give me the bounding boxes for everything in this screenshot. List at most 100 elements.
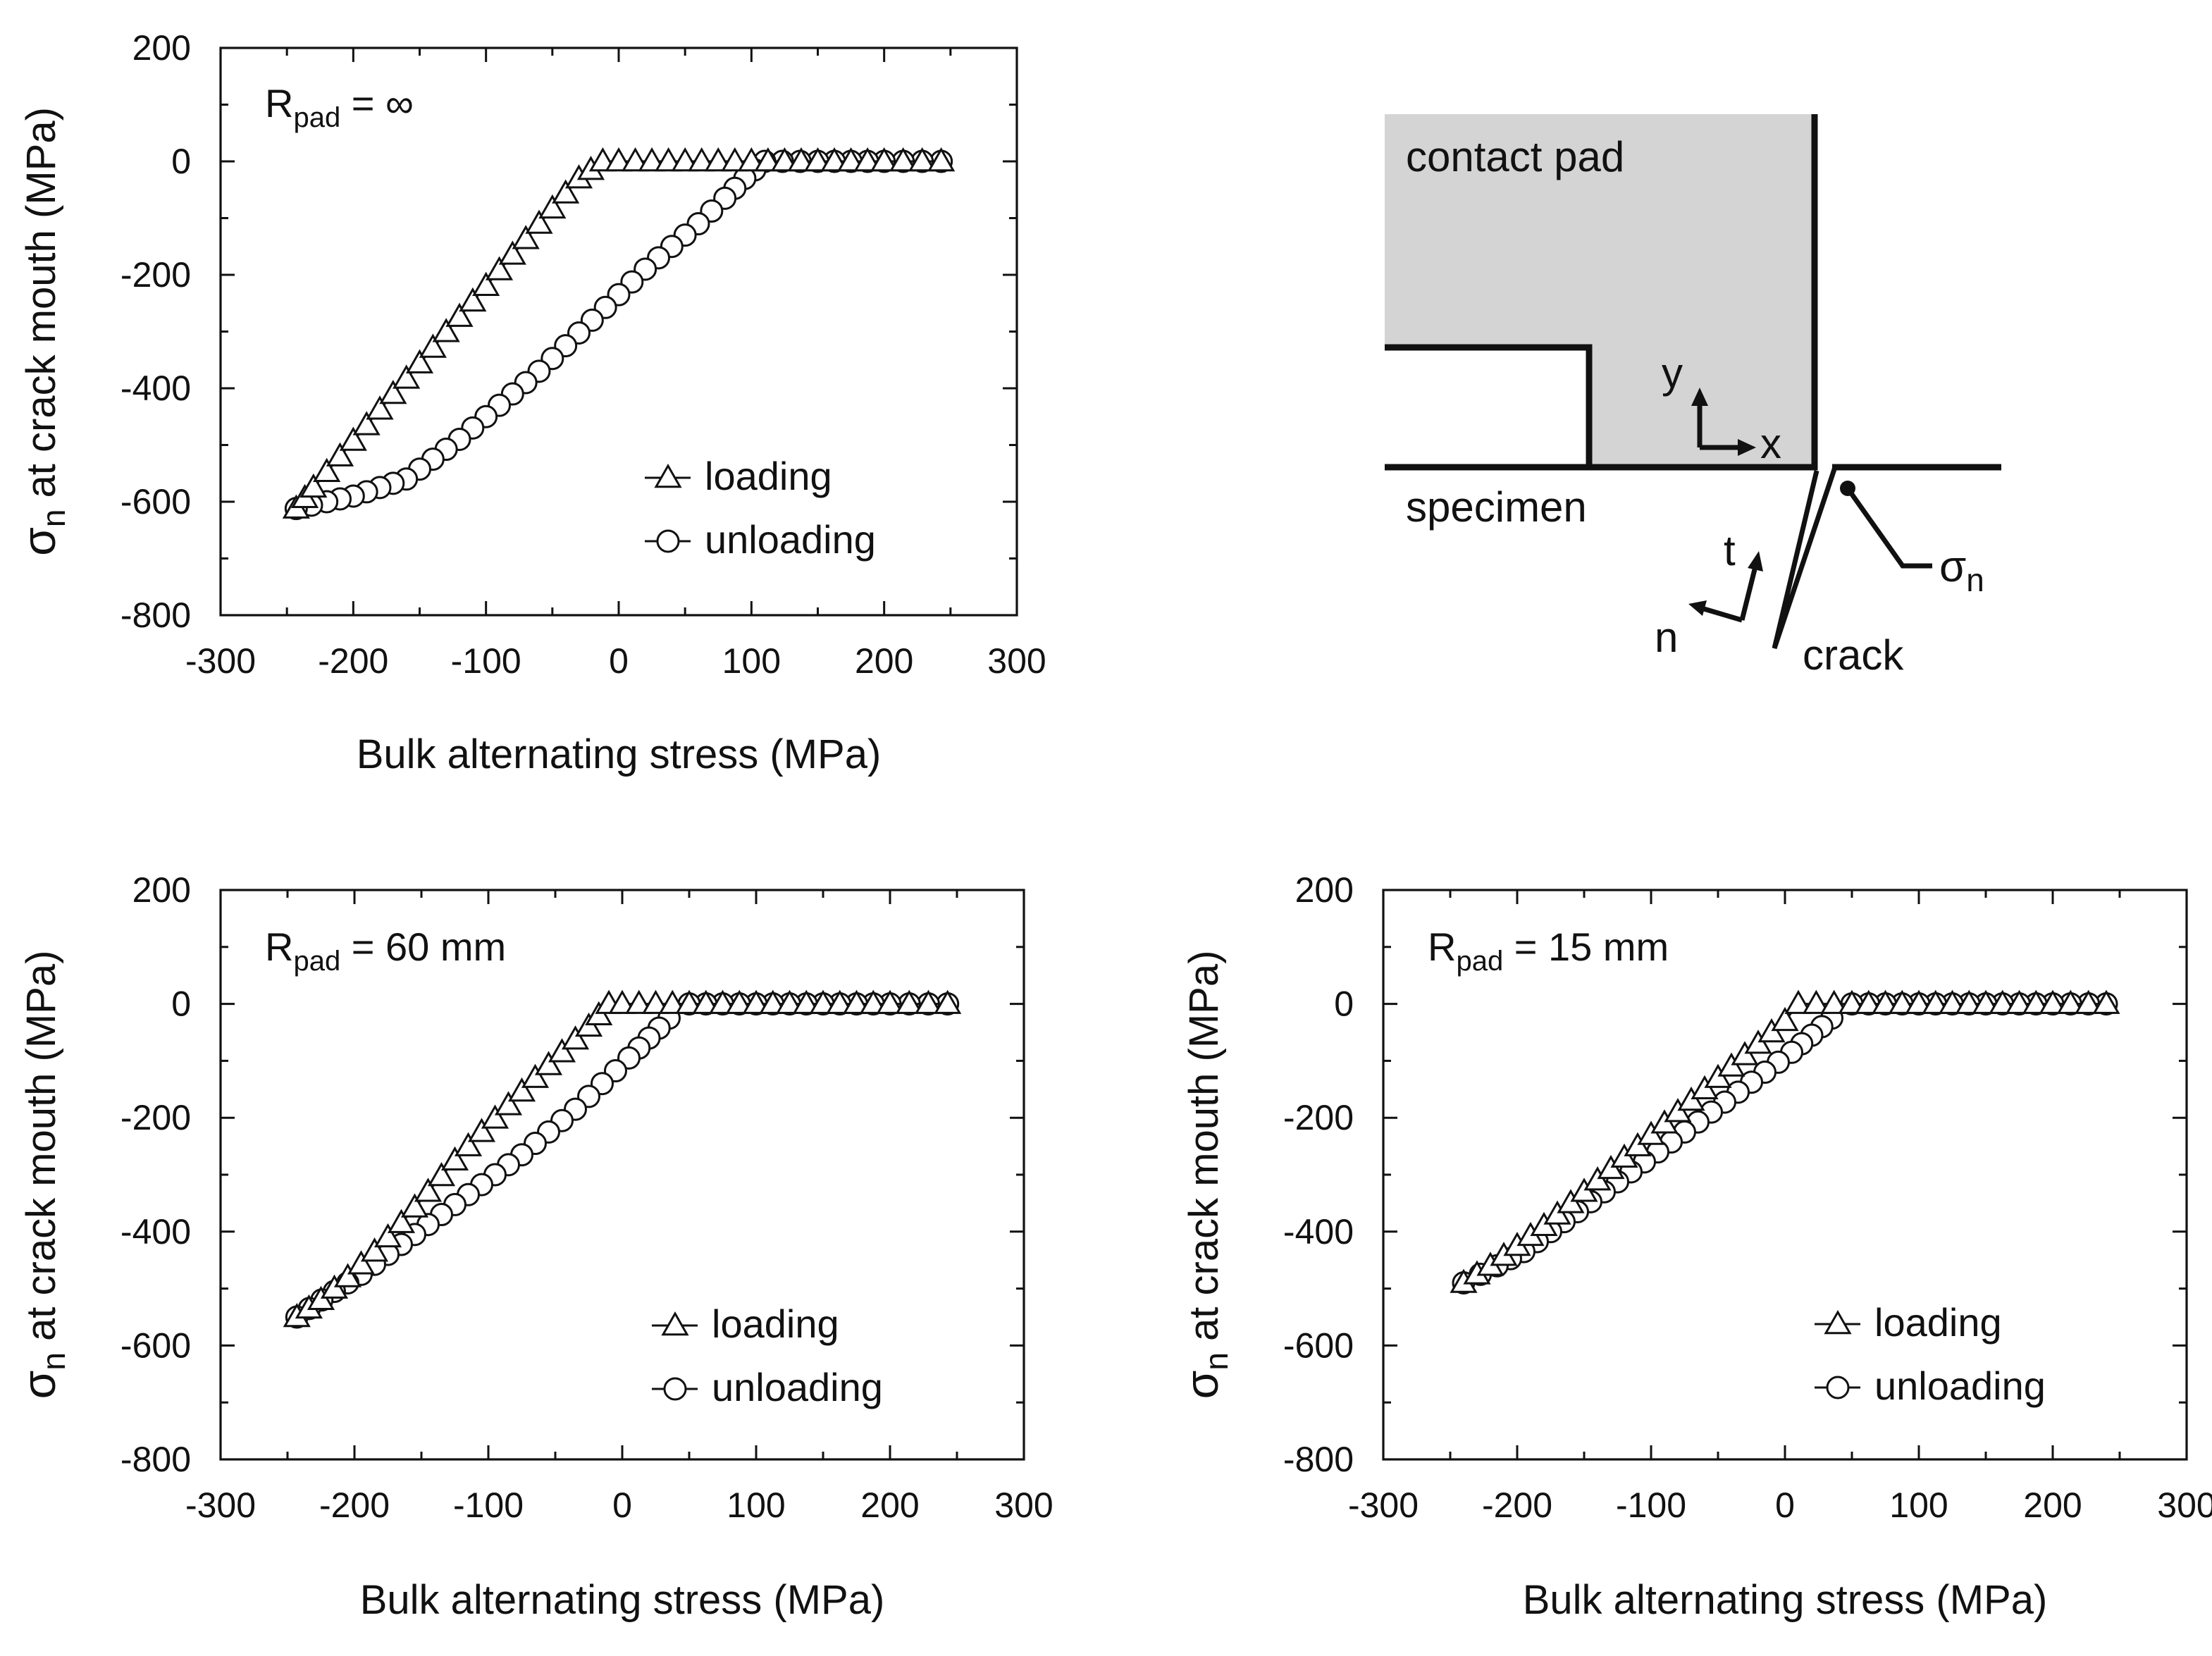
- y-tick-label: -800: [1283, 1440, 1354, 1479]
- x-tick-label: 200: [2023, 1485, 2082, 1525]
- y-tick-label: 200: [1295, 870, 1354, 910]
- data-point: [1802, 989, 1830, 1014]
- x-tick-label: -300: [185, 641, 256, 681]
- x-tick-label: 0: [1775, 1485, 1795, 1525]
- data-point: [914, 989, 943, 1014]
- y-axis-title: σn at crack mouth (MPa): [13, 107, 72, 556]
- data-point: [512, 225, 540, 249]
- legend-marker-loading: [1824, 1309, 1852, 1335]
- data-point: [1955, 989, 1983, 1014]
- data-point: [934, 989, 962, 1014]
- data-point: [313, 457, 341, 482]
- data-point: [459, 287, 487, 312]
- legend-marker-unloading: [663, 1377, 687, 1401]
- data-point: [552, 179, 580, 204]
- data-point: [393, 364, 421, 389]
- y-tick-label: -600: [121, 1326, 191, 1365]
- x-tick-label: -300: [1348, 1485, 1419, 1525]
- x-tick-label: -200: [318, 641, 388, 681]
- data-point: [809, 989, 837, 1014]
- data-point: [481, 1104, 509, 1129]
- data-point: [842, 989, 871, 1014]
- data-point: [405, 349, 434, 373]
- contact-pad-label: contact pad: [1406, 133, 1624, 180]
- data-point: [507, 1077, 536, 1102]
- y-tick-label: -200: [121, 1098, 191, 1137]
- data-point: [737, 147, 765, 172]
- data-point: [658, 989, 686, 1014]
- series-loading: [1450, 989, 2120, 1293]
- data-point: [2005, 989, 2034, 1014]
- data-point: [467, 1118, 496, 1142]
- legend-label-unloading: unloading: [705, 517, 876, 562]
- data-point: [485, 256, 514, 280]
- data-point: [299, 473, 328, 498]
- data-point: [548, 1038, 576, 1063]
- data-point: [826, 989, 854, 1014]
- panel-label: Rpad = 15 mm: [1428, 925, 1669, 977]
- data-point: [2092, 989, 2120, 1014]
- legend: loading unloading: [645, 454, 876, 562]
- data-point: [621, 147, 650, 172]
- legend-marker-loading: [661, 1311, 689, 1336]
- data-point: [347, 1250, 376, 1275]
- axis-y-label: y: [1662, 350, 1683, 397]
- data-point: [889, 147, 917, 172]
- x-tick-label: -200: [319, 1485, 390, 1525]
- y-tick-label: 0: [171, 142, 191, 181]
- data-point: [352, 411, 381, 435]
- legend: loading unloading: [652, 1302, 883, 1409]
- y-tick-label: 200: [132, 28, 191, 68]
- x-tick-label: -100: [451, 641, 521, 681]
- x-tick-label: 200: [855, 641, 913, 681]
- y-tick-label: 0: [171, 984, 191, 1024]
- x-tick-label: 300: [2157, 1485, 2212, 1525]
- axis-t-label: t: [1724, 527, 1736, 574]
- y-tick-label: -600: [1283, 1326, 1354, 1365]
- axis-n-label: n: [1655, 614, 1678, 661]
- data-point: [876, 989, 904, 1014]
- data-point: [608, 989, 636, 1014]
- data-point: [1989, 989, 2017, 1014]
- plot-frame: [1382, 889, 2188, 1461]
- y-tick-label: 200: [132, 870, 191, 910]
- data-point: [759, 989, 787, 1014]
- chart-r-pad-15mm: -300 -200 -100 0 100 200 300 200 0 -200 -400 -600 -8…: [1175, 870, 2212, 1623]
- data-point: [419, 333, 447, 358]
- sigma-n-label: σn: [1939, 543, 1984, 598]
- x-tick-label: 300: [994, 1485, 1053, 1525]
- data-point: [360, 1237, 389, 1262]
- data-point: [366, 395, 394, 420]
- x-tick-label: 200: [860, 1485, 919, 1525]
- x-tick-label: -100: [453, 1485, 524, 1525]
- legend-label-loading: loading: [1874, 1300, 2002, 1345]
- data-point: [445, 302, 474, 327]
- series-unloading: [285, 992, 960, 1329]
- legend-label-unloading: unloading: [1874, 1364, 2046, 1408]
- crack-outline: [1772, 466, 1838, 650]
- data-point: [432, 318, 460, 342]
- x-axis-title: Bulk alternating stress (MPa): [360, 1577, 885, 1623]
- x-tick-label: 300: [987, 641, 1046, 681]
- data-point: [494, 1091, 523, 1116]
- data-point: [1820, 989, 1848, 1014]
- sigma-n-leader: [1846, 486, 1932, 569]
- data-point: [427, 1161, 456, 1187]
- data-point: [655, 147, 683, 172]
- data-point: [803, 147, 832, 172]
- y-tick-label: -200: [121, 255, 191, 295]
- data-point: [1905, 989, 1933, 1014]
- data-point: [638, 147, 666, 172]
- data-point: [454, 1132, 483, 1156]
- series-loading: [282, 147, 956, 519]
- panel-label: Rpad = ∞: [265, 81, 414, 133]
- data-point: [671, 147, 699, 172]
- x-tick-label: 100: [722, 641, 781, 681]
- data-point: [1922, 989, 1950, 1014]
- series-loading: [283, 989, 962, 1328]
- data-point: [688, 147, 716, 172]
- data-point: [561, 1025, 590, 1050]
- data-point: [1771, 1006, 1799, 1032]
- data-point: [2039, 989, 2067, 1014]
- plot-frame: [219, 889, 1025, 1461]
